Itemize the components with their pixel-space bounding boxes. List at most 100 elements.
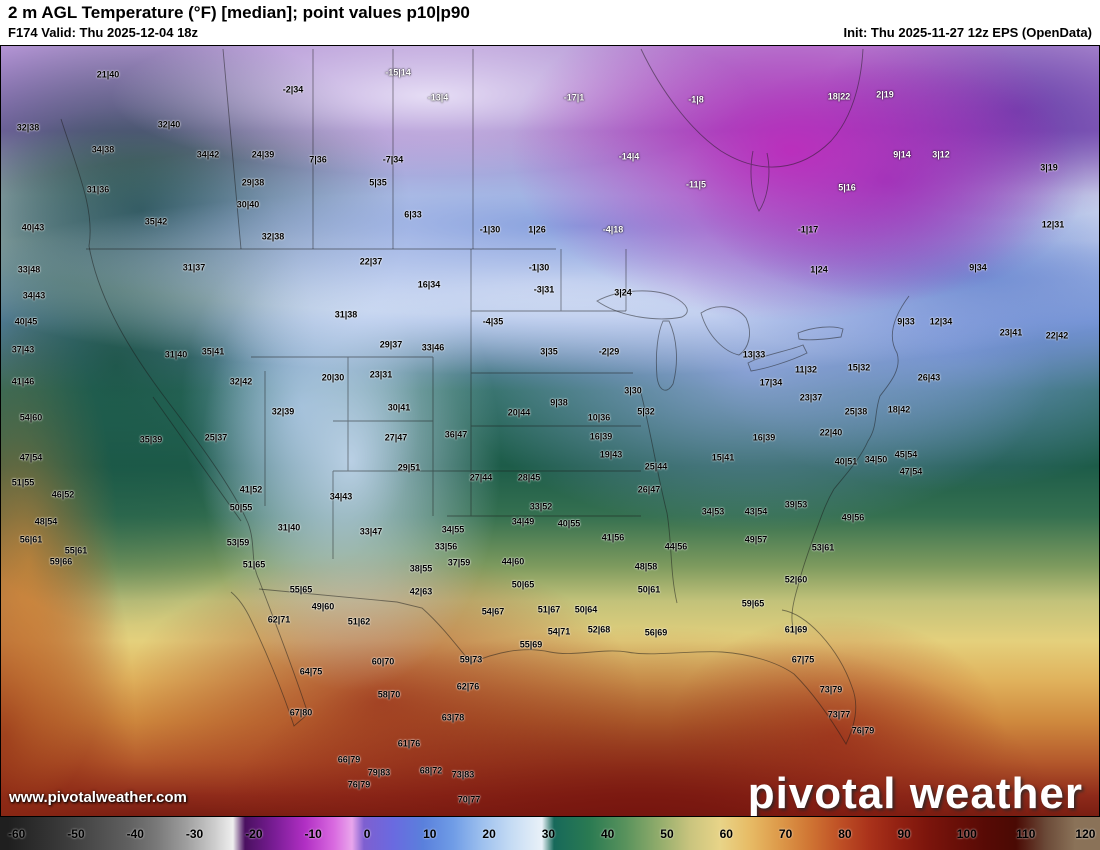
- point-value: 28|45: [517, 472, 541, 483]
- colorbar-tick: 80: [838, 826, 852, 841]
- point-value: 47|54: [899, 466, 923, 477]
- point-value: 37|59: [447, 557, 471, 568]
- map-title: 2 m AGL Temperature (°F) [median]; point…: [8, 3, 470, 22]
- colorbar-wrap: -60 -50 -40 -30 -20 -10 0 10 20 30 40 50 60 70 80 90 100…: [0, 817, 1100, 850]
- point-value: 38|55: [409, 563, 433, 574]
- colorbar-tick: 100: [956, 826, 977, 841]
- point-value: 49|60: [311, 601, 335, 612]
- point-value: 29|37: [379, 339, 403, 350]
- colorbar-tick: 90: [897, 826, 911, 841]
- point-value: 61|76: [397, 738, 421, 749]
- point-value: -1|30: [528, 262, 550, 273]
- point-value: 47|54: [19, 452, 43, 463]
- point-value: -1|30: [479, 224, 501, 235]
- point-value: 56|69: [644, 627, 668, 638]
- point-value: -4|18: [602, 224, 624, 235]
- point-value: 40|55: [557, 518, 581, 529]
- point-value: 36|47: [444, 429, 468, 440]
- point-value: 50|65: [511, 579, 535, 590]
- point-value: 66|79: [337, 754, 361, 765]
- point-value: 3|35: [540, 346, 558, 357]
- point-value: -7|34: [382, 154, 404, 165]
- point-value: 34|50: [864, 454, 888, 465]
- point-value: 46|52: [51, 489, 75, 500]
- point-value: 6|33: [404, 209, 422, 220]
- header: 2 m AGL Temperature (°F) [median]; point…: [0, 0, 1100, 45]
- point-value: 29|38: [241, 177, 265, 188]
- point-value: 18|22: [827, 91, 851, 102]
- point-value: 54|71: [547, 626, 571, 637]
- point-value: 16|39: [752, 432, 776, 443]
- point-value: 33|56: [434, 541, 458, 552]
- point-value: 49|57: [744, 534, 768, 545]
- hudson-bay-coast: [640, 48, 864, 212]
- pacific-coast: [60, 118, 309, 727]
- point-value: 41|56: [601, 532, 625, 543]
- point-value: 25|37: [204, 432, 228, 443]
- point-value: 32|38: [261, 231, 285, 242]
- colorbar: [0, 817, 1100, 850]
- colorbar-tick: 110: [1016, 826, 1036, 841]
- point-value: 58|70: [377, 689, 401, 700]
- point-value: 34|49: [511, 516, 535, 527]
- point-value: 13|33: [742, 349, 766, 360]
- point-value: 56|61: [19, 534, 43, 545]
- point-value: 67|75: [791, 654, 815, 665]
- point-value: 18|42: [887, 404, 911, 415]
- point-value: 31|37: [182, 262, 206, 273]
- point-value: 3|12: [932, 149, 950, 160]
- point-value: -15|14: [385, 67, 411, 78]
- point-value: 31|36: [86, 184, 110, 195]
- point-value: 40|51: [834, 456, 858, 467]
- point-value: 51|55: [11, 477, 35, 488]
- point-value: 27|44: [469, 472, 493, 483]
- point-value: 3|19: [1040, 162, 1058, 173]
- point-value: -3|31: [533, 284, 555, 295]
- colorbar-tick: -20: [245, 826, 263, 841]
- point-value: 22|37: [359, 256, 383, 267]
- point-value: 52|60: [784, 574, 808, 585]
- point-value: 33|47: [359, 526, 383, 537]
- point-value: 3|30: [624, 385, 642, 396]
- point-value: 15|32: [847, 362, 871, 373]
- mexico-border: [258, 588, 472, 664]
- province-borders: [222, 48, 627, 311]
- point-value: 73|83: [451, 769, 475, 780]
- point-value: 24|39: [251, 149, 275, 160]
- point-value: 32|42: [229, 376, 253, 387]
- point-value: 40|43: [21, 222, 45, 233]
- point-value: 16|39: [589, 431, 613, 442]
- point-value: 1|26: [528, 224, 546, 235]
- point-value: 48|54: [34, 516, 58, 527]
- colorbar-tick: -50: [67, 826, 85, 841]
- point-value: 30|40: [236, 199, 260, 210]
- point-value: 9|33: [897, 316, 915, 327]
- point-value: 68|72: [419, 765, 443, 776]
- point-value: 42|63: [409, 586, 433, 597]
- point-value: 41|52: [239, 484, 263, 495]
- colorbar-tick: 0: [363, 826, 371, 841]
- point-value: 34|38: [91, 144, 115, 155]
- point-value: 55|69: [519, 639, 543, 650]
- point-value: 40|45: [14, 316, 38, 327]
- point-value: 73|77: [827, 709, 851, 720]
- point-value: 16|34: [417, 279, 441, 290]
- point-value: 11|32: [794, 364, 818, 375]
- point-value: 62|76: [456, 681, 480, 692]
- map-canvas[interactable]: 21|40 -2|34 -15|14 -13|4 -17|1 -1|8 18|22 2|19 3…: [0, 45, 1100, 817]
- point-value: 31|40: [277, 522, 301, 533]
- point-value: 55|61: [64, 545, 88, 556]
- point-value: 27|47: [384, 432, 408, 443]
- point-value: 25|38: [844, 406, 868, 417]
- point-value: 29|51: [397, 462, 421, 473]
- point-value: 25|44: [644, 461, 668, 472]
- watermark: www.pivotalweather.com: [9, 789, 187, 806]
- point-value: 59|66: [49, 556, 73, 567]
- point-value: 22|42: [1045, 330, 1069, 341]
- point-values-layer: 21|40 -2|34 -15|14 -13|4 -17|1 -1|8 18|22 2|19 3…: [1, 46, 1099, 816]
- point-value: 50|64: [574, 604, 598, 615]
- point-value: 23|41: [999, 327, 1023, 338]
- point-value: -17|1: [563, 92, 585, 103]
- point-value: 35|39: [139, 434, 163, 445]
